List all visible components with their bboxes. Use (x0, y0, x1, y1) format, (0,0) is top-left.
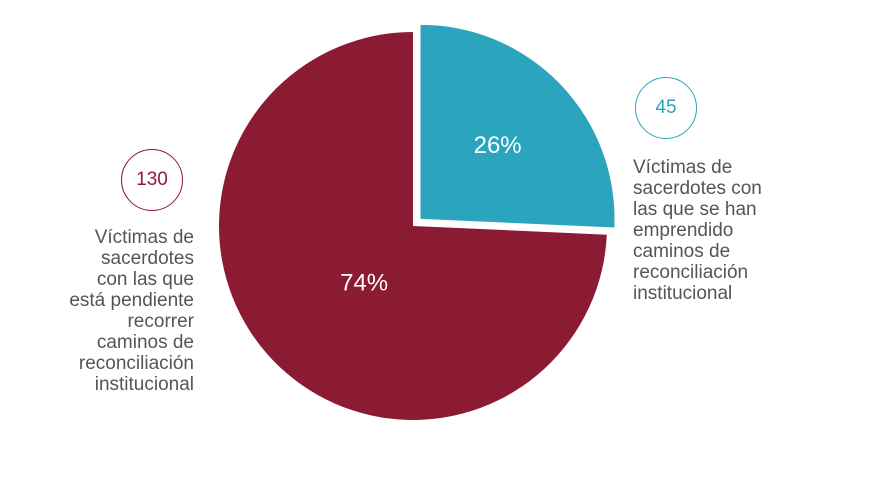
legend-text-emprendido: Víctimas de sacerdotes con las que se ha… (633, 157, 762, 304)
legend-text-pendiente: Víctimas de sacerdotes con las que está … (69, 227, 194, 395)
pie-slice-emprendido (420, 24, 615, 228)
pie-slice-pendiente (218, 32, 607, 421)
slice-percent-label-emprendido: 26% (474, 132, 522, 159)
count-badge-pendiente: 130 (121, 149, 183, 211)
count-badge-emprendido: 45 (635, 77, 697, 139)
slice-percent-label-pendiente: 74% (340, 269, 388, 296)
